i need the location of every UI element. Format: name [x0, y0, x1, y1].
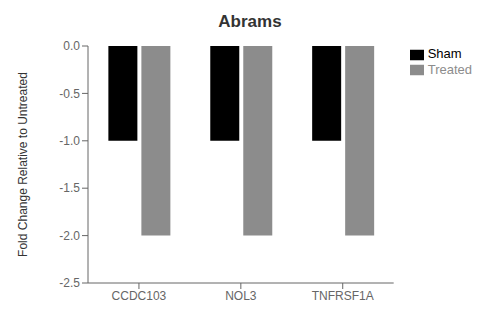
html-text:Treated: Treated	[427, 61, 472, 77]
html-text:Sham: Sham	[427, 46, 462, 61]
svg-text:-2.0: -2.0	[59, 229, 80, 243]
svg-text:-2.5: -2.5	[59, 276, 80, 290]
svg-text:NOL3: NOL3	[225, 289, 257, 303]
svg-text:-1.0: -1.0	[59, 134, 80, 148]
svg-text:0.0: 0.0	[63, 39, 80, 53]
svg-text:-0.5: -0.5	[59, 87, 80, 101]
svg-text:CCDC103: CCDC103	[112, 289, 167, 303]
svg-text:TNFRSF1A: TNFRSF1A	[312, 289, 374, 303]
svg-text:-1.5: -1.5	[59, 181, 80, 195]
svg-text:Fold Change Relative to Untrea: Fold Change Relative to Untreated	[16, 72, 30, 257]
html-text:Abrams: Abrams	[218, 12, 282, 31]
